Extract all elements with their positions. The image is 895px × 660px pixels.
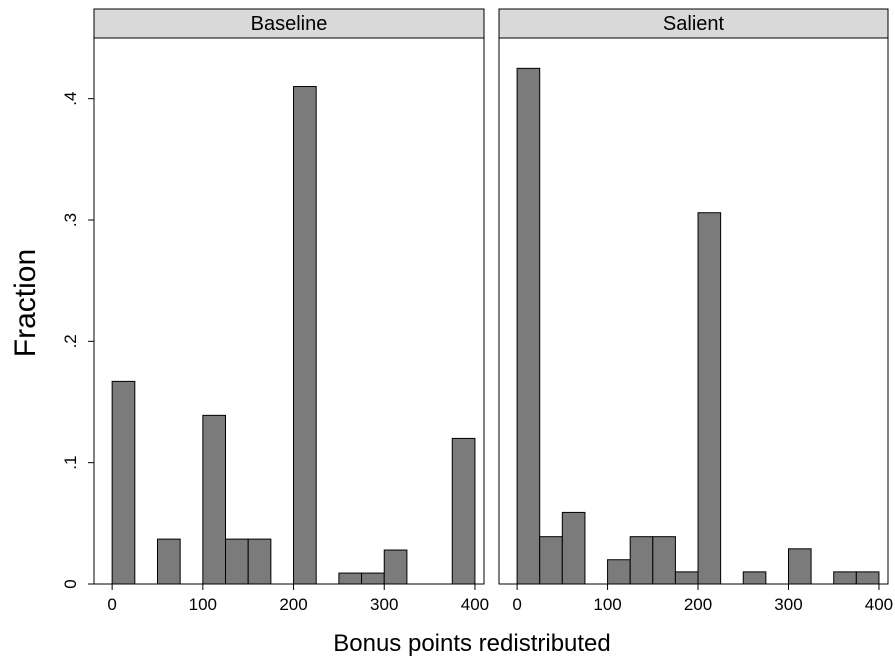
histogram-bar xyxy=(697,212,722,585)
histogram-bar xyxy=(674,571,699,585)
histogram-bar xyxy=(361,572,385,585)
plot-frame xyxy=(93,37,485,585)
x-axis-title: Bonus points redistributed xyxy=(333,630,611,657)
x-tick-label: 400 xyxy=(461,595,489,614)
panel-strip xyxy=(93,8,485,39)
x-tick-label: 0 xyxy=(512,595,521,614)
histogram-bar xyxy=(156,538,181,585)
histogram-bar xyxy=(247,538,272,585)
histogram-bar xyxy=(855,571,880,585)
histogram-bar xyxy=(539,536,563,585)
plot-frame xyxy=(498,37,889,585)
histogram-bar xyxy=(742,571,767,585)
histogram-bar xyxy=(833,571,857,585)
x-tick-label: 100 xyxy=(189,595,217,614)
y-axis-title: Fraction xyxy=(9,249,42,357)
y-tick-label: .3 xyxy=(61,213,80,227)
x-tick-label: 300 xyxy=(370,595,398,614)
y-tick-label: .2 xyxy=(61,334,80,348)
y-tick-label: .1 xyxy=(61,456,80,470)
y-tick-label: .4 xyxy=(61,92,80,106)
x-tick-label: 0 xyxy=(107,595,116,614)
y-tick-label: 0 xyxy=(61,579,80,588)
histogram-bar xyxy=(787,548,812,585)
panel-strip xyxy=(498,8,889,39)
histogram-bar xyxy=(516,67,541,585)
histogram-bar xyxy=(202,414,227,585)
histogram-bar xyxy=(293,86,317,585)
panel-baseline: Baseline 0 100 200 300 400 0 .1 .2 .3 .4 xyxy=(61,8,489,614)
histogram-bar xyxy=(225,538,249,585)
panel-salient: Salient 0 100 200 300 400 xyxy=(498,8,893,614)
histogram-bar xyxy=(451,437,476,585)
histogram-bar xyxy=(607,559,631,585)
panel-strip-label: Baseline xyxy=(251,13,328,35)
histogram-bar xyxy=(561,511,586,585)
histogram-bar xyxy=(652,536,676,585)
x-tick-label: 100 xyxy=(593,595,621,614)
x-tick-label: 200 xyxy=(684,595,712,614)
histogram-bar xyxy=(338,572,363,585)
x-tick-label: 300 xyxy=(774,595,802,614)
histogram-bar xyxy=(383,549,408,585)
panel-strip-label: Salient xyxy=(663,13,725,35)
x-tick-label: 400 xyxy=(865,595,893,614)
histogram-bar xyxy=(629,536,654,585)
x-tick-label: 200 xyxy=(279,595,307,614)
histogram-bar xyxy=(111,380,136,585)
panels-layer: Baseline 0 100 200 300 400 0 .1 .2 .3 .4 Salient 0 10… xyxy=(61,8,893,614)
